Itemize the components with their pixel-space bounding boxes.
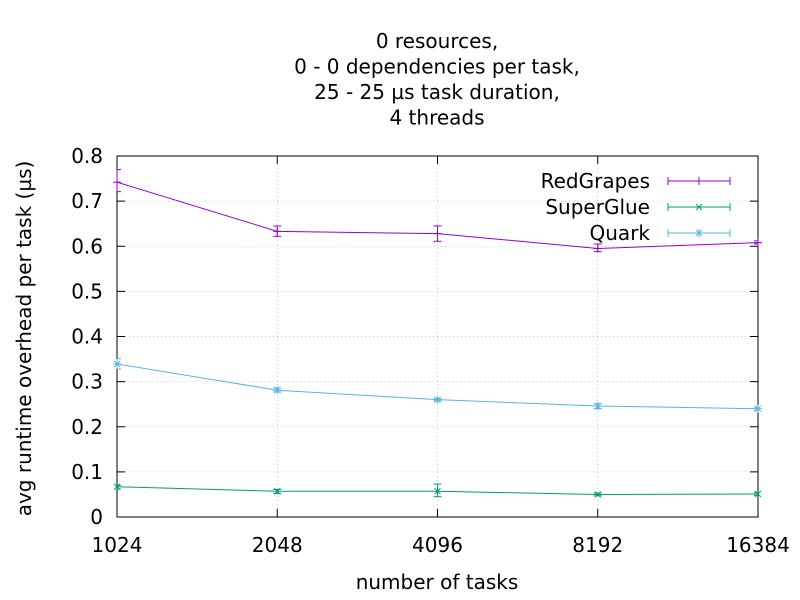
y-tick-label: 0.8 [71, 144, 103, 168]
x-tick-label: 4096 [412, 533, 463, 557]
legend-entry-quark: Quark [590, 221, 731, 245]
series-redgrapes [113, 169, 762, 253]
data-point [594, 491, 602, 498]
data-point [113, 483, 121, 491]
y-tick-label: 0.4 [71, 325, 103, 349]
data-point [754, 405, 762, 413]
y-tick-label: 0.3 [71, 370, 103, 394]
series-quark [113, 358, 762, 413]
y-tick-label: 0 [90, 505, 103, 529]
x-tick-label: 1024 [92, 533, 143, 557]
title-line: 0 - 0 dependencies per task, [294, 55, 580, 79]
y-tick-label: 0.5 [71, 279, 103, 303]
x-tick-label: 16384 [726, 533, 790, 557]
legend-entry-superglue: SuperGlue [545, 195, 731, 219]
legend-marker [695, 229, 703, 237]
data-point [113, 360, 121, 368]
title-line: 4 threads [389, 106, 484, 130]
y-axis-label: avg runtime overhead per task (µs) [12, 161, 36, 517]
legend-label: RedGrapes [541, 169, 650, 193]
series-superglue [113, 483, 762, 498]
data-point [434, 396, 441, 404]
chart-title: 0 resources,0 - 0 dependencies per task,… [294, 29, 580, 130]
legend-label: SuperGlue [545, 195, 650, 219]
legend-marker [695, 203, 703, 211]
series-layer [113, 169, 762, 498]
data-point [273, 487, 281, 495]
y-tick-label: 0.7 [71, 189, 103, 213]
data-point [594, 402, 602, 410]
title-line: 25 - 25 µs task duration, [314, 80, 560, 104]
y-tick-label: 0.1 [71, 460, 103, 484]
x-tick-label: 2048 [252, 533, 303, 557]
axis-ticks: 0 0.1 0.2 0.3 0.4 0.5 0.6 0.7 0.8 1024 2048 4096 819… [71, 144, 790, 557]
y-tick-label: 0.6 [71, 234, 103, 258]
legend-label: Quark [590, 221, 651, 245]
y-tick-label: 0.2 [71, 415, 103, 439]
data-point [273, 386, 281, 394]
grid [117, 156, 758, 517]
title-line: 0 resources, [376, 29, 498, 53]
legend-entry-redgrapes: RedGrapes [541, 169, 731, 193]
data-point [754, 490, 762, 498]
x-axis-label: number of tasks [356, 570, 519, 594]
data-point [434, 487, 441, 495]
x-tick-label: 8192 [572, 533, 623, 557]
